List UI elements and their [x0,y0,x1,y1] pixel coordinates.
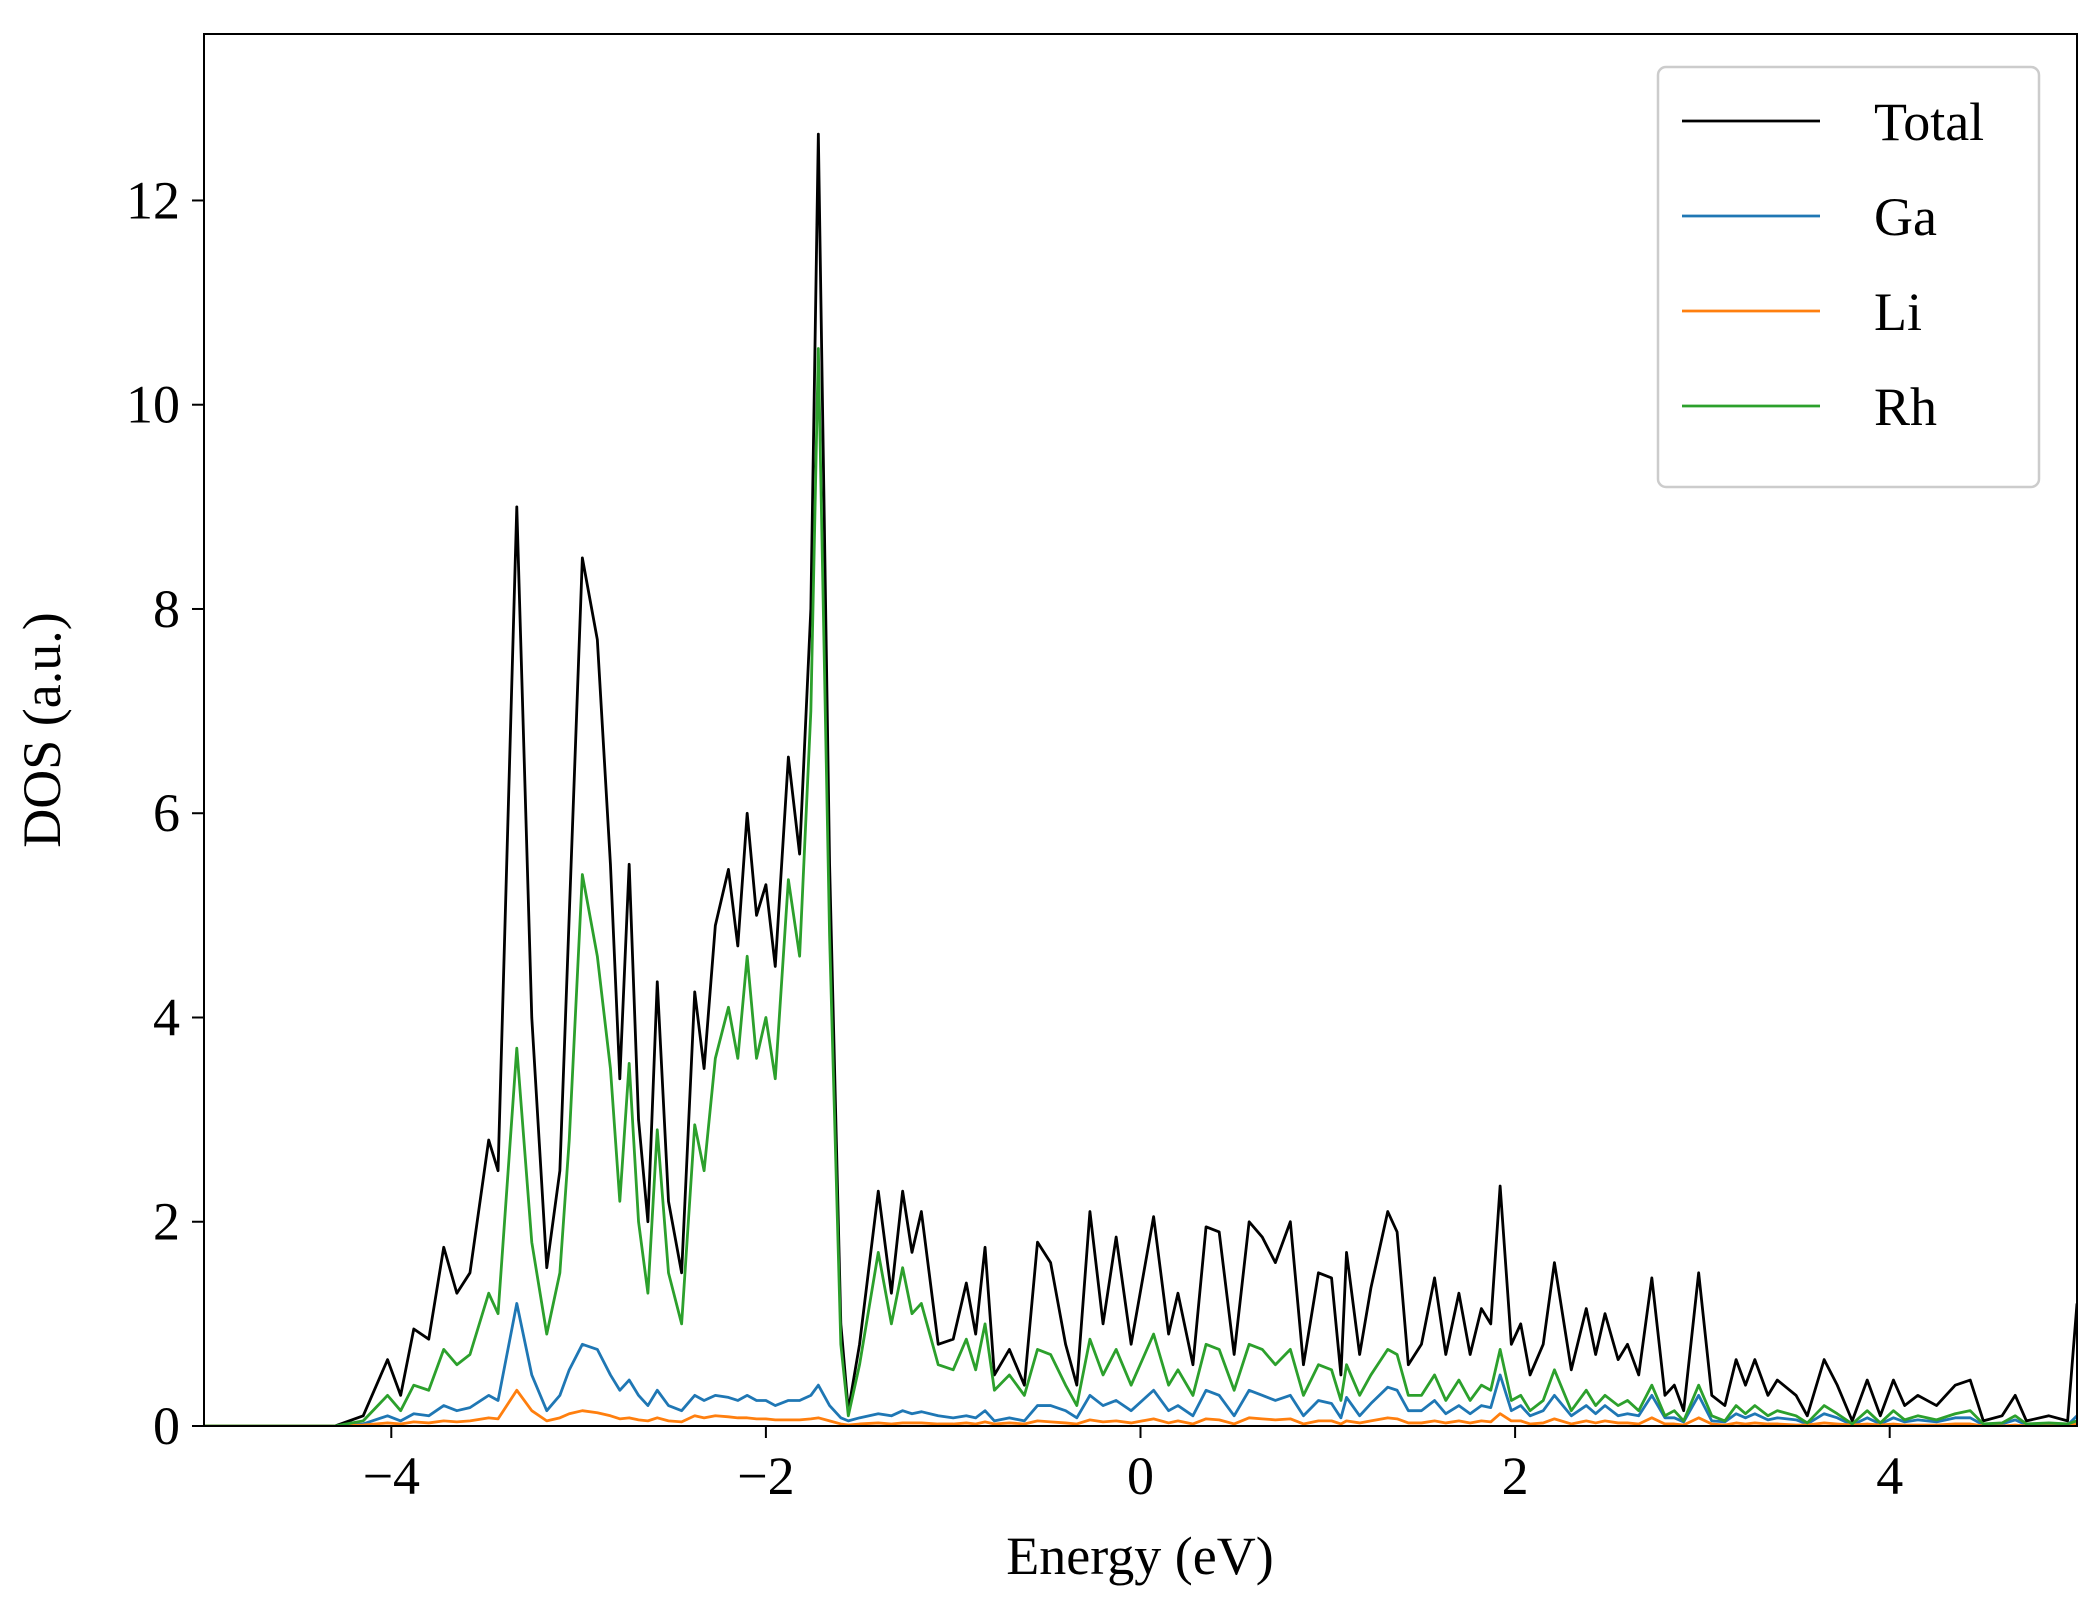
x-tick-label: 0 [1127,1446,1154,1506]
x-tick-label: −4 [363,1446,420,1506]
legend-box [1656,65,2041,489]
y-tick-label: 0 [153,1396,180,1456]
series-line [204,347,2077,1426]
series-line [204,1302,2077,1426]
x-tick-label: 4 [1876,1446,1903,1506]
x-tick-label: −2 [737,1446,794,1506]
legend-label: Li [1874,282,1922,342]
series-line [204,132,2077,1426]
y-tick-label: 12 [126,170,180,230]
legend-label: Total [1874,92,1984,152]
legend-label: Ga [1874,187,1937,247]
x-axis-label: Energy (eV) [1006,1526,1273,1586]
series-line [204,1388,2077,1426]
y-tick-label: 6 [153,783,180,843]
x-tick-label: 2 [1502,1446,1529,1506]
y-tick-label: 4 [153,987,180,1047]
y-tick-label: 2 [153,1192,180,1252]
plot-frame [203,33,2078,1427]
y-tick-label: 8 [153,579,180,639]
y-tick-label: 10 [126,375,180,435]
y-axis-label: DOS (a.u.) [12,612,72,847]
legend-label: Rh [1874,377,1937,437]
